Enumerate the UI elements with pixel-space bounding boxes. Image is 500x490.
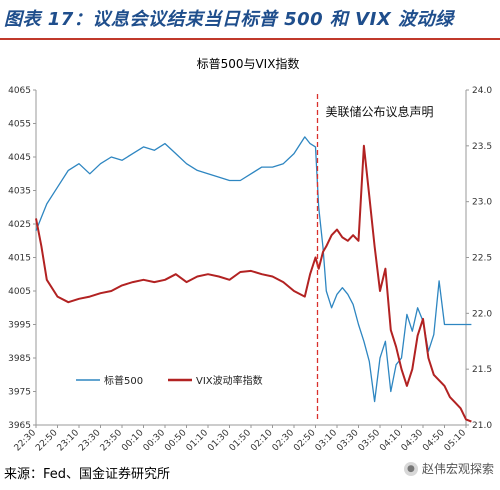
x-tick-label: 22:50 bbox=[34, 428, 60, 454]
y-left-tick-label: 4025 bbox=[8, 220, 31, 230]
title-divider bbox=[0, 38, 500, 40]
y-left-tick-label: 4045 bbox=[8, 153, 31, 163]
x-tick-label: 02:10 bbox=[249, 428, 275, 454]
y-left-tick-label: 4015 bbox=[8, 254, 31, 264]
x-tick-label: 00:30 bbox=[142, 428, 168, 454]
y-left-tick-label: 3995 bbox=[8, 321, 31, 331]
fomc-annotation-label: 美联储公布议息声明 bbox=[326, 104, 434, 119]
source-note: 来源：Fed、国金证券研究所 bbox=[4, 467, 171, 482]
x-tick-label: 01:10 bbox=[185, 428, 211, 454]
y-left-tick-label: 3975 bbox=[8, 388, 31, 398]
y-left-tick-label: 4035 bbox=[8, 187, 31, 197]
x-tick-label: 01:50 bbox=[228, 428, 254, 454]
y-right-tick-label: 21.0 bbox=[472, 421, 492, 431]
x-tick-label: 04:50 bbox=[421, 428, 447, 454]
axes-group: 3965 3975 3985 3995 4005 4015 4025 4035 4045 4055… bbox=[8, 86, 492, 453]
y-right-tick-label: 22.0 bbox=[472, 309, 492, 319]
y-right-tick-label: 23.5 bbox=[472, 142, 492, 152]
x-tick-label: 00:10 bbox=[120, 428, 146, 454]
x-tick-label: 02:50 bbox=[292, 428, 318, 454]
y-left-tick-label: 3985 bbox=[8, 354, 31, 364]
chart-svg: 标普500与VIX指数 3965 3975 3985 3995 4005 4015 4025… bbox=[8, 56, 492, 453]
x-tick-label: 03:50 bbox=[357, 428, 383, 454]
wechat-icon: ● bbox=[403, 461, 418, 476]
x-tick-label: 23:10 bbox=[56, 428, 82, 454]
x-tick-label: 04:10 bbox=[378, 428, 404, 454]
spx-line bbox=[35, 136, 472, 403]
y-right-tick-label: 21.5 bbox=[472, 365, 492, 375]
x-tick-label: 02:30 bbox=[271, 428, 297, 454]
x-tick-label: 04:30 bbox=[400, 428, 426, 454]
x-tick-label: 03:30 bbox=[335, 428, 361, 454]
watermark-text: 赵伟宏观探索 bbox=[421, 462, 494, 476]
series-layer bbox=[35, 136, 472, 423]
x-tick-label: 05:10 bbox=[443, 428, 469, 454]
legend-label-spx: 标普500 bbox=[104, 374, 143, 387]
y-right-tick-label: 24.0 bbox=[472, 86, 492, 96]
chart-area: 标普500与VIX指数 3965 3975 3985 3995 4005 4015 4025… bbox=[0, 42, 500, 460]
x-tick-label: 01:30 bbox=[206, 428, 232, 454]
legend: 标普500 VIX波动率指数 bbox=[76, 374, 263, 387]
x-tick-label: 00:50 bbox=[163, 428, 189, 454]
chart-title: 标普500与VIX指数 bbox=[197, 56, 300, 71]
vix-line bbox=[35, 144, 472, 423]
annotation-layer: 美联储公布议息声明 bbox=[316, 94, 434, 419]
y-right-tick-label: 22.5 bbox=[472, 254, 492, 264]
y-left-tick-label: 3965 bbox=[8, 421, 31, 431]
y-left-tick-label: 4005 bbox=[8, 287, 31, 297]
legend-label-vix: VIX波动率指数 bbox=[196, 374, 263, 387]
y-left-tick-label: 4055 bbox=[8, 120, 31, 130]
x-tick-label: 03:10 bbox=[314, 428, 340, 454]
x-tick-label: 23:50 bbox=[99, 428, 125, 454]
y-left-tick-label: 4065 bbox=[8, 86, 31, 96]
x-tick-label: 23:30 bbox=[77, 428, 103, 454]
figure-title: 图表 17：议息会议结束当日标普 500 和 VIX 波动绿 bbox=[4, 9, 454, 30]
x-tick-label: 22:30 bbox=[13, 428, 39, 454]
y-right-tick-label: 23.0 bbox=[472, 198, 492, 208]
watermark: ● 赵伟宏观探索 bbox=[403, 460, 494, 477]
